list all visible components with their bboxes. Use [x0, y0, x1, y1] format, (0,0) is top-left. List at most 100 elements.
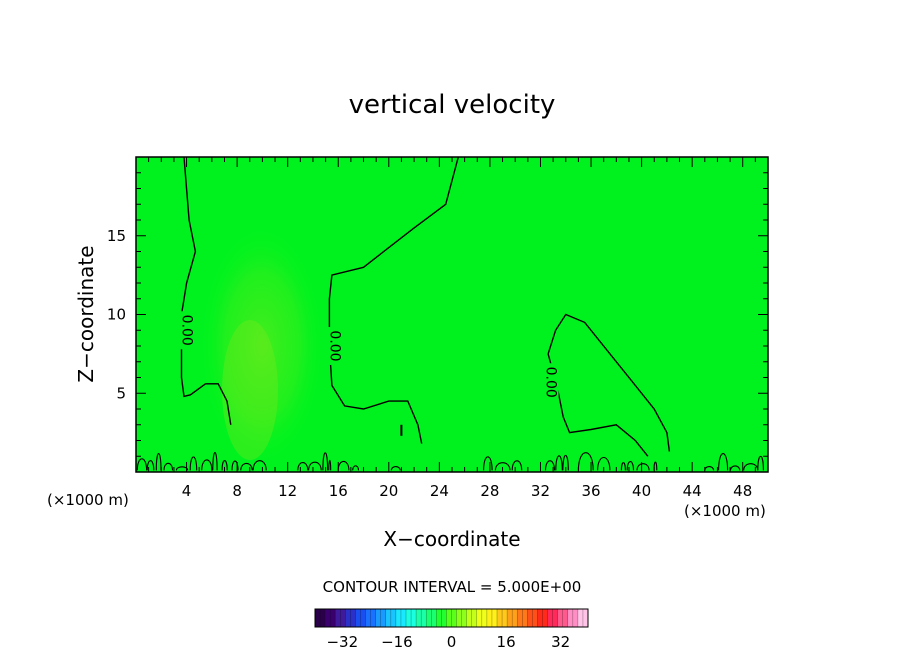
colorbar-swatch [416, 609, 427, 627]
colorbar-swatch [557, 609, 569, 627]
surface-contour-loop [730, 465, 741, 471]
surface-contour-loop [390, 466, 401, 471]
colorbar-swatch [395, 609, 407, 627]
surface-contour-loop [308, 461, 322, 471]
contour-label: 0.00 [326, 330, 342, 361]
colorbar-tick-label: −16 [381, 633, 413, 651]
colorbar-tick-label: 16 [497, 633, 516, 651]
x-tick-label: 20 [379, 482, 398, 500]
surface-contour-loop [322, 452, 329, 471]
colorbar-swatch [537, 609, 548, 627]
colorbar-swatch [476, 609, 488, 627]
surface-contour-loop [555, 455, 563, 471]
colorbar-swatch [456, 609, 467, 627]
colorbar-swatch [446, 609, 457, 627]
surface-contour-loop [511, 460, 523, 471]
colorbar-swatch [436, 609, 447, 627]
colorbar-swatch [567, 609, 579, 627]
y-axis-ticks: 5 10 15 [107, 172, 768, 457]
surface-contour-loop [494, 462, 511, 471]
contour-label-gap [542, 363, 559, 402]
surface-contour-loop [544, 460, 556, 471]
contour-label-gap [178, 311, 195, 350]
x-tick-label: 12 [278, 482, 297, 500]
surface-contour-loop [175, 466, 189, 471]
colorbar-frame [314, 608, 589, 628]
colorbar-swatch [497, 609, 508, 627]
y-tick-label: 10 [107, 306, 126, 324]
surface-contour-loop [718, 453, 729, 471]
zero-contour-left [180, 156, 232, 425]
x-tick-label: 8 [232, 482, 242, 500]
colorbar-swatch [315, 609, 326, 627]
x-tick-label: 44 [683, 482, 702, 500]
x-unit-right: (×1000 m) [684, 502, 766, 520]
field-highlight [222, 320, 278, 460]
x-tick-label: 40 [632, 482, 651, 500]
surface-contour-loop [189, 456, 198, 471]
colorbar-swatch [365, 609, 376, 627]
x-axis-label: X−coordinate [383, 527, 520, 551]
colorbar-swatch [385, 609, 397, 627]
colorbar-swatch [355, 609, 366, 627]
surface-contour-loop [297, 462, 309, 471]
colorbar-swatch [375, 609, 387, 627]
colorbar-swatch [527, 609, 538, 627]
field-highlight [200, 225, 324, 465]
surface-contour-loop [212, 452, 218, 471]
colorbar-tick-label: 32 [551, 633, 570, 651]
x-tick-label: 36 [581, 482, 600, 500]
colorbar-swatch [345, 609, 356, 627]
surface-contour-loop [163, 462, 174, 471]
x-axis-ticks: 4 8 12 16 20 24 28 32 36 40 44 48 [148, 157, 756, 500]
surface-contour-loop [352, 465, 360, 471]
colorbar-ticks: −32 −16 0 16 32 [326, 633, 570, 651]
x-tick-label: 32 [531, 482, 550, 500]
surface-contour-loop [221, 460, 228, 471]
chart-title: vertical velocity [349, 90, 556, 120]
colorbar-swatch [486, 609, 498, 627]
surface-contour-loop [240, 462, 253, 471]
surface-contour-loop [252, 460, 267, 471]
y-tick-label: 5 [116, 384, 126, 402]
surface-contour-loop [231, 460, 239, 471]
surface-contour-loop [562, 454, 569, 471]
contour-labels: 0.00 0.00 0.00 [178, 311, 559, 402]
colorbar [314, 608, 589, 628]
surface-contour-loop [136, 458, 148, 471]
x-unit-left: (×1000 m) [47, 491, 129, 509]
colorbar-swatch [325, 609, 336, 627]
x-tick-label: 24 [430, 482, 449, 500]
surface-contour-loop [757, 455, 764, 471]
surface-contour-loop [577, 452, 594, 471]
colorbar-swatch [577, 609, 589, 627]
surface-contour-loop [636, 463, 650, 471]
surface-contour-loop [483, 456, 493, 471]
contour-label: 0.00 [543, 367, 559, 398]
x-tick-label: 4 [182, 482, 192, 500]
surface-contour-loop [626, 461, 635, 471]
colorbar-tick-label: −32 [326, 633, 358, 651]
colorbar-swatch [426, 609, 437, 627]
surface-contour-loop [597, 456, 611, 471]
contour-label-gap [326, 327, 343, 365]
colorbar-swatch [507, 609, 518, 627]
colorbar-swatch [466, 609, 478, 627]
colorbar-swatch [406, 609, 417, 627]
y-axis-label: Z−coordinate [74, 245, 98, 382]
x-tick-label: 28 [480, 482, 499, 500]
surface-contour-loop [328, 459, 332, 471]
colorbar-swatch [547, 609, 558, 627]
contour-label: 0.00 [179, 315, 195, 346]
surface-contour-loop [146, 460, 155, 471]
x-tick-label: 48 [733, 482, 752, 500]
colorbar-swatch [335, 609, 346, 627]
zero-contour-center [328, 156, 459, 444]
y-tick-label: 15 [107, 227, 126, 245]
zero-contour-right [547, 313, 671, 452]
contour-interval-label: CONTOUR INTERVAL = 5.000E+00 [323, 578, 582, 596]
colorbar-tick-label: 0 [447, 633, 457, 651]
surface-contour-loop [620, 462, 626, 471]
x-tick-label: 16 [329, 482, 348, 500]
